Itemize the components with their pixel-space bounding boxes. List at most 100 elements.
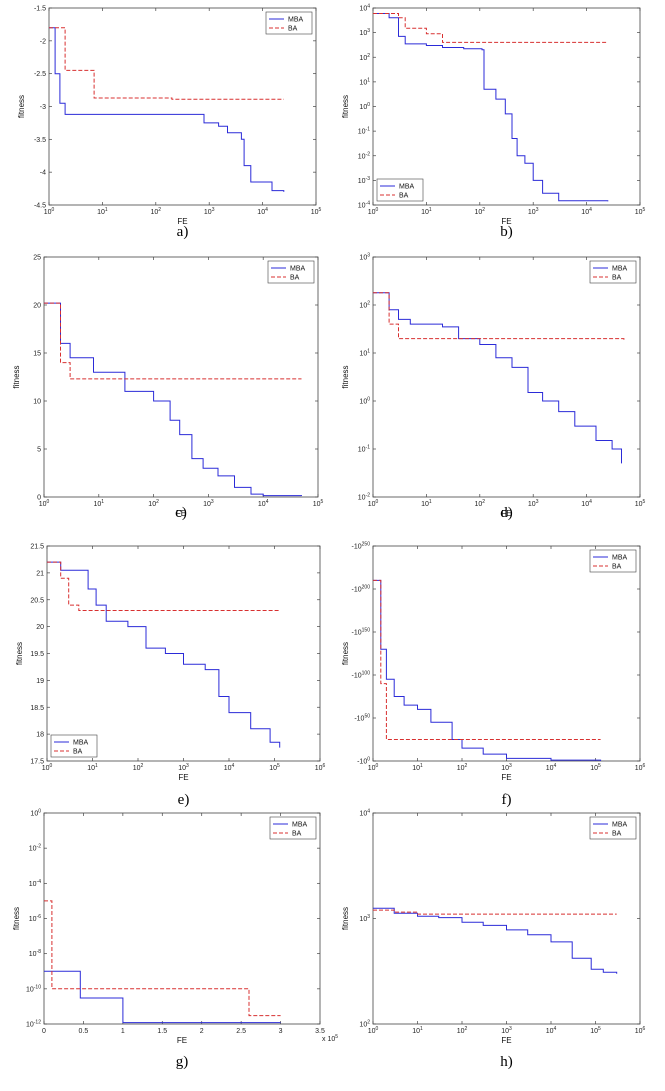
legend-label-mba: MBA <box>612 555 628 562</box>
legend: MBA BA <box>589 260 637 284</box>
x-tick-label: 105 <box>311 207 322 216</box>
y-tick-label: 21 <box>36 570 44 577</box>
y-tick-label: 104 <box>359 4 370 13</box>
x-tick-label: 106 <box>635 763 646 772</box>
y-tick-label: 15 <box>33 351 41 358</box>
x-tick-label: 2 <box>200 1028 204 1035</box>
legend: MBA BA <box>376 178 424 202</box>
y-tick-label: 10-6 <box>29 914 41 923</box>
plot-frame <box>43 256 319 498</box>
y-tick-label: 100 <box>359 397 370 406</box>
x-tick-label: 100 <box>42 763 53 772</box>
y-tick-label: -100 <box>357 757 370 766</box>
series-line-mba <box>373 579 602 761</box>
x-tick-label: 101 <box>421 499 432 508</box>
legend: MBA BA <box>50 734 98 758</box>
legend-label-ba: BA <box>612 564 622 571</box>
x-tick-label: 0.5 <box>79 1028 89 1035</box>
x-tick-label: 104 <box>258 499 269 508</box>
y-tick-label: 21.5 <box>30 544 44 551</box>
y-tick-label: 20.5 <box>30 597 44 604</box>
x-tick-label: 100 <box>39 499 50 508</box>
panel-caption: d) <box>500 505 513 521</box>
series-line-mba <box>49 27 285 192</box>
plot-frame <box>48 7 317 206</box>
y-tick-label: 0 <box>37 495 41 502</box>
y-tick-label: 18 <box>36 732 44 739</box>
panel-caption: g) <box>176 1054 189 1070</box>
chart-panel-g: 0 0.5 1 1.5 2 2.5 3 3.5 10-12 10-10 10-8 10-6 10-4 10… <box>12 809 338 1071</box>
panel-caption: f) <box>502 792 512 808</box>
chart-panel-e: 100 101 102 103 104 105 106 17.5 18 18.5 19 19.5 20 2… <box>15 544 326 809</box>
x-tick-label: 102 <box>475 499 486 508</box>
y-tick-label: 10 <box>33 399 41 406</box>
x-tick-label: 104 <box>581 499 592 508</box>
chart-panel-b: 100 101 102 103 104 105 10-4 10-3 10-2 10-1 100 101… <box>341 4 646 241</box>
legend-label-mba: MBA <box>399 184 415 191</box>
series-line-ba <box>373 579 601 740</box>
plot-frame <box>372 545 641 762</box>
y-tick-label: 10-12 <box>26 1020 41 1029</box>
x-tick-label: 104 <box>224 763 235 772</box>
plot-frame <box>372 812 641 1025</box>
x-tick-label: 103 <box>501 1026 512 1035</box>
series-line-ba <box>49 27 284 100</box>
series-line-ba <box>373 292 625 341</box>
legend-label-mba: MBA <box>612 266 628 273</box>
panel-caption: h) <box>500 1054 513 1070</box>
x-axis-label: FE <box>501 217 511 226</box>
x-axis-label: FE <box>176 509 186 518</box>
y-tick-label: 10-2 <box>29 844 41 853</box>
x-tick-label: 102 <box>148 499 159 508</box>
y-axis-label: fitness <box>341 642 350 665</box>
series-line-mba <box>44 302 302 497</box>
y-tick-label: 10-1 <box>358 445 370 454</box>
y-axis-label: fitness <box>341 95 350 118</box>
y-axis-label: fitness <box>15 642 24 665</box>
y-tick-label: 10-4 <box>29 879 41 888</box>
y-tick-label: 10-3 <box>358 176 370 185</box>
legend-label-ba: BA <box>288 26 298 33</box>
y-axis-label: fitness <box>12 907 21 930</box>
x-tick-label: 105 <box>590 1026 601 1035</box>
series-line-mba <box>373 292 622 464</box>
x-tick-label: 103 <box>528 499 539 508</box>
y-tick-label: -10200 <box>352 585 371 594</box>
x-tick-label: 1 <box>121 1028 125 1035</box>
y-axis-label: fitness <box>341 365 350 388</box>
legend: MBA BA <box>589 549 637 573</box>
y-tick-label: 10-10 <box>26 984 41 993</box>
x-tick-label: 105 <box>590 763 601 772</box>
x-tick-label: 102 <box>133 763 144 772</box>
x-tick-label: 100 <box>368 1026 379 1035</box>
legend-label-ba: BA <box>612 831 622 838</box>
x-tick-label: 3 <box>279 1028 283 1035</box>
series-line-ba <box>47 561 280 611</box>
x-tick-label: 1.5 <box>157 1028 167 1035</box>
x-tick-label: 104 <box>581 207 592 216</box>
legend-label-mba: MBA <box>290 266 306 273</box>
y-tick-label: -10250 <box>352 542 371 551</box>
y-tick-label: 10-2 <box>358 151 370 160</box>
x-tick-label: 103 <box>204 207 215 216</box>
legend-label-mba: MBA <box>73 740 89 747</box>
y-tick-label: 103 <box>359 253 370 262</box>
x-tick-label: 2.5 <box>236 1028 246 1035</box>
legend-label-ba: BA <box>292 831 302 838</box>
series-line-ba <box>44 900 281 1017</box>
legend-label-mba: MBA <box>288 17 304 24</box>
y-tick-label: 100 <box>30 809 41 818</box>
x-axis-label: FE <box>501 509 511 518</box>
x-tick-label: 102 <box>457 763 468 772</box>
series-line-ba <box>373 13 608 43</box>
panel-caption: c) <box>175 505 187 521</box>
panel-caption: e) <box>178 792 190 808</box>
y-axis-label: fitness <box>341 907 350 930</box>
chart-panel-c: 100 101 102 103 104 105 0 5 10 15 20 25 FE fitness MBA… <box>12 255 324 522</box>
legend: MBA BA <box>267 260 315 284</box>
x-axis-label: FE <box>177 217 187 226</box>
x-axis-label: FE <box>501 773 511 782</box>
y-tick-label: 5 <box>37 447 41 454</box>
y-tick-label: -4 <box>40 170 46 177</box>
